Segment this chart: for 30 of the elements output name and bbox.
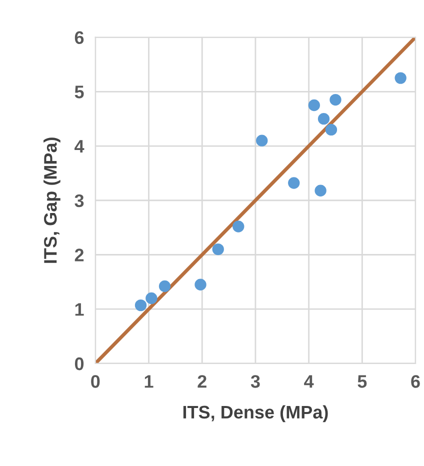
point [330, 94, 342, 106]
x-tick-label: 6 [411, 375, 420, 388]
point [308, 99, 320, 112]
y-tick-label: 3 [74, 194, 84, 208]
x-axis-title: ITS, Dense (MPa) [183, 405, 328, 422]
y-tick-label: 0 [74, 357, 84, 370]
x-tick-label: 2 [198, 375, 206, 388]
point [256, 134, 268, 146]
point [194, 278, 206, 290]
point [158, 280, 171, 292]
point [146, 292, 158, 304]
point [288, 177, 300, 189]
point [232, 220, 244, 232]
y-tick-label: 1 [75, 303, 84, 316]
x-tick-label: 5 [358, 375, 367, 388]
point [314, 184, 326, 196]
point [134, 299, 147, 312]
x-tick-label: 0 [91, 375, 100, 388]
y-tick-label: 6 [74, 31, 84, 44]
x-tick-label: 4 [304, 375, 314, 388]
y-tick-label: 4 [74, 140, 84, 153]
y-tick-label: 5 [74, 86, 84, 98]
point [394, 72, 406, 84]
y-axis-title: ITS, Gap (MPa) [44, 138, 60, 263]
point [325, 124, 338, 136]
point [212, 243, 224, 256]
x-tick-label: 3 [250, 375, 260, 388]
point [318, 112, 330, 125]
y-tick-label: 2 [74, 248, 84, 262]
x-tick-label: 1 [144, 375, 154, 388]
